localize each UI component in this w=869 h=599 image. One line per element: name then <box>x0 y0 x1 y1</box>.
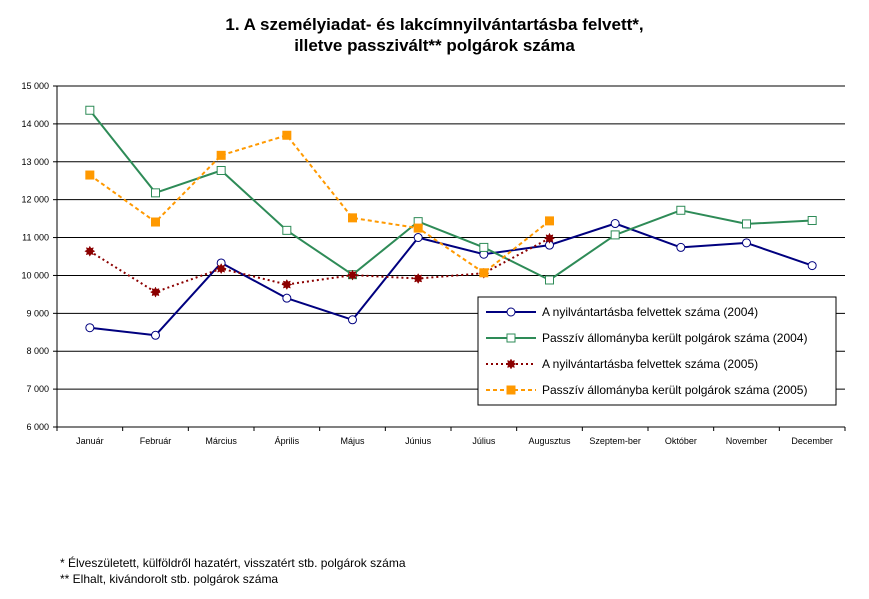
series-3 <box>84 232 556 298</box>
legend-label: A nyilvántartásba felvettek száma (2004) <box>542 305 758 319</box>
data-point <box>215 263 227 275</box>
data-point <box>479 242 489 252</box>
x-tick-label: Július <box>472 436 496 446</box>
data-point <box>543 232 556 244</box>
y-tick-label: 10 000 <box>21 270 49 280</box>
data-point <box>676 242 686 252</box>
data-point <box>149 286 162 298</box>
legend-marker <box>506 333 516 343</box>
data-point <box>807 216 817 226</box>
data-point <box>151 188 160 198</box>
chart-title: 1. A személyiadat- és lakcímnyilvántartá… <box>0 14 869 56</box>
data-point <box>545 275 554 285</box>
legend-box <box>477 296 837 406</box>
data-point <box>282 225 292 235</box>
footnotes: * Élveszületett, külföldről hazatért, vi… <box>60 555 406 587</box>
data-point <box>151 217 160 227</box>
legend-label: Passzív állományba került polgárok száma… <box>542 383 807 397</box>
x-tick-label: Február <box>140 436 172 446</box>
data-point <box>216 150 226 160</box>
y-tick-label: 6 000 <box>26 422 49 432</box>
legend-label: A nyilvántartásba felvettek száma (2005) <box>542 357 758 371</box>
data-point <box>346 269 359 281</box>
data-point <box>610 230 620 240</box>
y-tick-label: 7 000 <box>26 384 49 394</box>
legend-label: Passzív állományba került polgárok száma… <box>542 331 807 345</box>
data-point <box>413 233 423 243</box>
legend-marker <box>506 307 516 317</box>
series-line <box>89 237 550 294</box>
data-point <box>676 205 686 215</box>
data-point <box>479 268 489 278</box>
data-point <box>85 170 95 180</box>
footnote-1: * Élveszületett, külföldről hazatért, vi… <box>60 556 406 570</box>
x-tick-label: Augusztus <box>528 436 571 446</box>
y-tick-label: 14 000 <box>21 119 49 129</box>
series-4 <box>85 130 554 278</box>
y-tick-label: 8 000 <box>26 346 49 356</box>
legend: A nyilvántartásba felvettek száma (2004)… <box>477 296 837 406</box>
data-point <box>742 219 751 229</box>
data-point <box>545 216 554 226</box>
series-line <box>89 222 813 337</box>
y-tick-label: 13 000 <box>21 157 49 167</box>
x-tick-label: Január <box>76 436 104 446</box>
x-tick-label: Szeptem-ber <box>589 436 641 446</box>
legend-marker <box>506 385 516 395</box>
x-tick-label: Október <box>665 436 697 446</box>
y-tick-label: 11 000 <box>22 233 49 243</box>
data-point <box>151 330 160 340</box>
series-1 <box>85 219 817 340</box>
data-point <box>84 245 96 257</box>
y-tick-label: 15 000 <box>21 81 49 91</box>
series-line <box>89 134 551 274</box>
x-tick-label: Április <box>275 436 300 446</box>
data-point <box>282 293 292 303</box>
y-tick-label: 12 000 <box>21 195 49 205</box>
data-point <box>610 219 620 229</box>
chart-title-line1: 1. A személyiadat- és lakcímnyilvántartá… <box>225 15 644 34</box>
data-point <box>412 272 424 285</box>
x-tick-label: Június <box>405 436 432 446</box>
data-point <box>807 261 817 271</box>
data-point <box>413 223 423 233</box>
x-tick-label: December <box>791 436 833 446</box>
data-point <box>85 105 95 115</box>
x-tick-label: Március <box>205 436 237 446</box>
data-point <box>282 130 292 140</box>
y-tick-label: 9 000 <box>26 308 49 318</box>
x-tick-label: November <box>726 436 768 446</box>
chart-title-line2: illetve passzivált** polgárok száma <box>294 36 575 55</box>
legend-marker <box>505 358 517 370</box>
series-line <box>89 109 813 281</box>
data-point <box>85 323 95 333</box>
data-point <box>742 238 751 248</box>
data-point <box>348 315 357 325</box>
series-2 <box>85 105 817 285</box>
x-tick-label: Május <box>340 436 365 446</box>
data-point <box>348 213 357 223</box>
data-point <box>281 278 293 291</box>
footnote-2: ** Elhalt, kivándorolt stb. polgárok szá… <box>60 572 279 586</box>
data-point <box>216 165 226 175</box>
